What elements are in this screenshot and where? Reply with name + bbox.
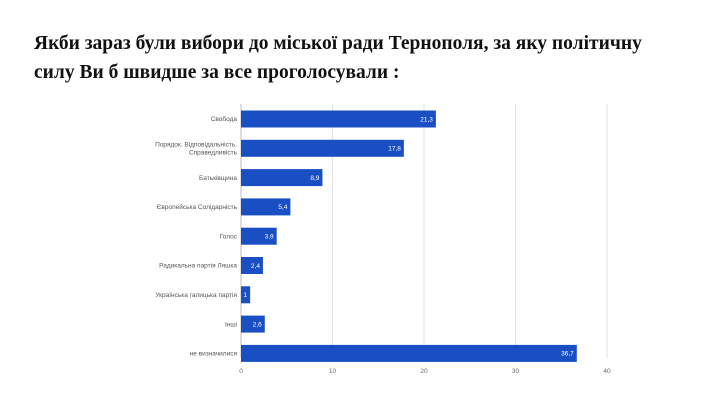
x-tick-label: 20 — [420, 368, 428, 375]
data-label: 17,8 — [388, 146, 401, 153]
page-title: Якби зараз були вибори до міської ради Т… — [34, 33, 642, 83]
data-label: 5,4 — [278, 204, 287, 211]
bar — [241, 286, 251, 304]
category-label: Радикальна партія Ляшка — [159, 262, 237, 270]
category-label: Українська галицька партія — [155, 291, 237, 299]
category-labels: Свобода Порядок. Відповідальність. Справед… — [155, 115, 238, 357]
category-label: Європейська Солідарність — [157, 203, 238, 211]
x-tick-labels: 0 10 20 30 40 — [239, 368, 611, 375]
bar — [241, 110, 436, 128]
x-tick-label: 30 — [512, 368, 520, 375]
x-tick-label: 10 — [329, 368, 337, 375]
data-label: 2,6 — [253, 321, 262, 328]
category-label: Порядок. Відповідальність. Справедливість — [155, 141, 237, 157]
category-label: Батьківщина — [199, 174, 237, 182]
bar — [241, 227, 277, 245]
bar — [241, 139, 404, 157]
data-label: 21,3 — [420, 116, 433, 123]
bars — [241, 110, 577, 362]
category-label: не визначилися — [190, 351, 238, 358]
bar — [241, 315, 265, 333]
bar — [241, 344, 577, 362]
data-label: 3,9 — [265, 234, 274, 241]
category-label: Інші — [225, 320, 237, 328]
data-label: 2,4 — [251, 263, 260, 270]
bar — [241, 198, 291, 216]
category-label: Голос — [220, 233, 238, 240]
data-label: 8,9 — [310, 175, 319, 182]
bar — [241, 169, 323, 187]
data-label: 36,7 — [561, 351, 574, 358]
x-tick-label: 40 — [603, 368, 611, 375]
bar — [241, 257, 263, 274]
value-labels: 21,3 17,8 8,9 5,4 3,9 2,4 1 2,6 36,7 — [244, 116, 575, 357]
x-tick-label: 0 — [239, 368, 243, 375]
category-label: Свобода — [211, 115, 238, 123]
data-label: 1 — [244, 292, 248, 299]
